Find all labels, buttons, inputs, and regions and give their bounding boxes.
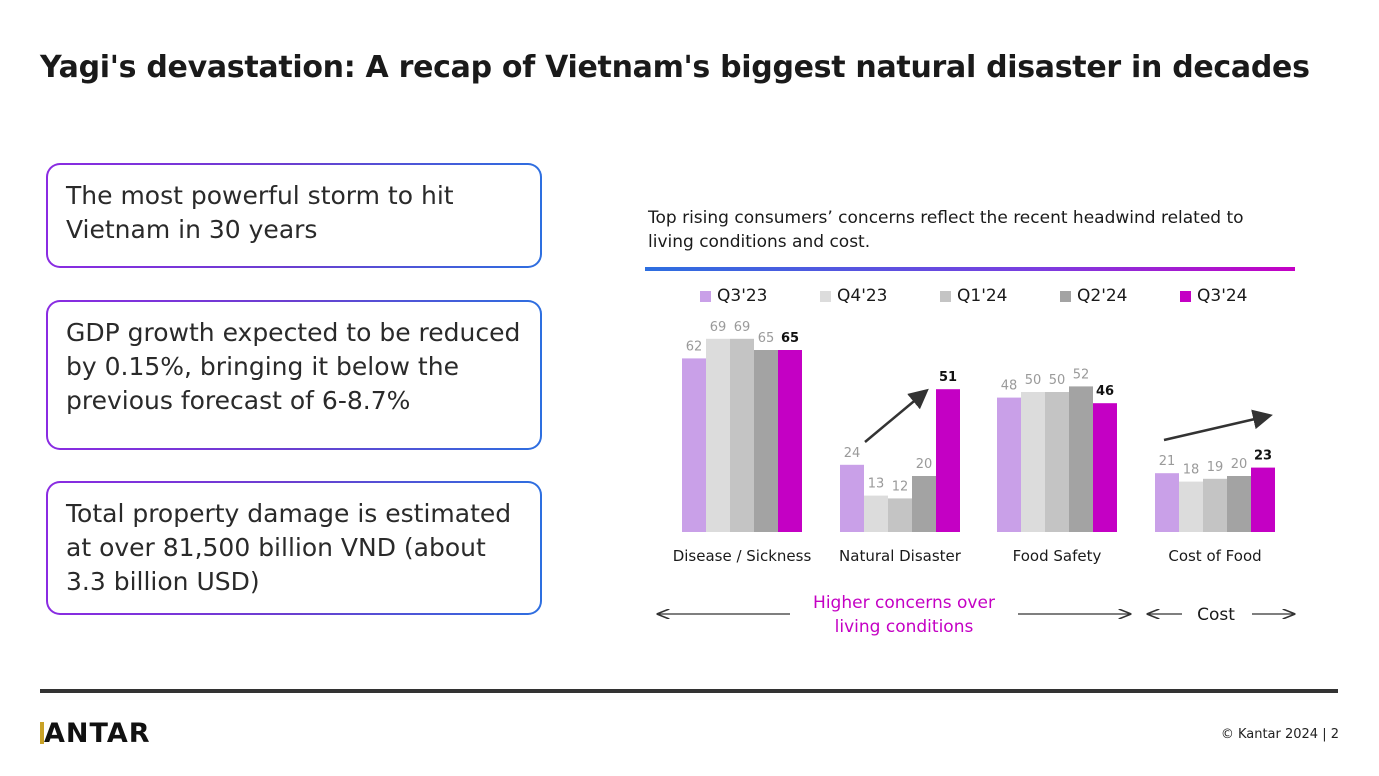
data-label: 65	[781, 331, 799, 346]
bar	[912, 476, 936, 532]
fact-card-damage: Total property damage is estimated at ov…	[46, 481, 542, 615]
fact-card-storm: The most powerful storm to hit Vietnam i…	[46, 163, 542, 268]
data-label: 50	[1049, 373, 1066, 388]
data-label: 13	[868, 477, 885, 492]
bar	[778, 350, 802, 532]
bar	[1093, 403, 1117, 532]
data-label: 23	[1254, 449, 1272, 464]
legend-item: Q3'24	[1180, 286, 1248, 306]
legend-label: Q4'23	[837, 286, 888, 306]
legend-label: Q3'23	[717, 286, 768, 306]
data-label: 65	[758, 331, 775, 346]
bar	[840, 464, 864, 532]
trend-arrow	[1163, 409, 1273, 442]
kantar-logo: ANTAR	[40, 718, 151, 749]
subtitle-gradient-rule	[645, 267, 1295, 271]
legend-swatch	[940, 290, 951, 302]
bar	[754, 350, 778, 532]
bar	[936, 389, 960, 532]
data-label: 48	[1001, 379, 1018, 394]
legend-swatch	[700, 290, 711, 302]
data-label: 46	[1096, 384, 1114, 399]
category-label: Cost of Food	[1168, 547, 1261, 565]
bar	[1251, 467, 1275, 532]
category-label: Food Safety	[1013, 547, 1102, 565]
bar	[1227, 476, 1251, 532]
legend-item: Q2'24	[1060, 286, 1128, 306]
logo-text: ANTAR	[44, 718, 151, 749]
legend-label: Q3'24	[1197, 286, 1248, 306]
footer-divider	[40, 689, 1338, 693]
bar	[1203, 478, 1227, 532]
bar	[1155, 473, 1179, 532]
data-label: 19	[1207, 460, 1224, 475]
fact-card-text: Total property damage is estimated at ov…	[48, 483, 540, 613]
legend-item: Q3'23	[700, 286, 768, 306]
data-label: 20	[916, 457, 933, 472]
data-label: 18	[1183, 463, 1200, 478]
trend-arrow	[864, 388, 929, 443]
copyright-text: © Kantar 2024 | 2	[1220, 727, 1339, 742]
legend-item: Q1'24	[940, 286, 1008, 306]
bar-chart: 62 69 69 65 65 Disease / Sickness 24 13 12 20 51 Na…	[640, 320, 1320, 637]
data-label: 21	[1159, 454, 1176, 469]
legend-swatch	[1180, 290, 1191, 302]
annotation-label: Cost	[1197, 605, 1235, 625]
data-label: 24	[844, 446, 861, 461]
chart-subtitle: Top rising consumers’ concerns reflect t…	[648, 208, 1244, 252]
data-label: 62	[686, 339, 703, 354]
category-label: Disease / Sickness	[673, 547, 812, 565]
legend-swatch	[820, 290, 831, 302]
bar	[1179, 481, 1203, 532]
fact-card-gdp: GDP growth expected to be reduced by 0.1…	[46, 300, 542, 450]
fact-card-text: GDP growth expected to be reduced by 0.1…	[48, 302, 540, 448]
data-label: 52	[1073, 367, 1090, 382]
bar	[888, 498, 912, 532]
legend-label: Q1'24	[957, 286, 1008, 306]
bar	[706, 338, 730, 532]
fact-card-text: The most powerful storm to hit Vietnam i…	[48, 165, 540, 266]
data-label: 69	[734, 320, 751, 335]
page-title: Yagi's devastation: A recap of Vietnam's…	[40, 50, 1310, 85]
data-label: 12	[892, 479, 909, 494]
data-label: 51	[939, 370, 957, 385]
bar	[1045, 392, 1069, 532]
bar	[1069, 386, 1093, 532]
category-label: Natural Disaster	[839, 547, 962, 565]
bar	[997, 397, 1021, 532]
data-label: 50	[1025, 373, 1042, 388]
annotation-label: Higher concerns over living conditions	[813, 593, 995, 637]
bar	[682, 358, 706, 532]
legend-label: Q2'24	[1077, 286, 1128, 306]
legend-item: Q4'23	[820, 286, 888, 306]
bar	[730, 338, 754, 532]
data-label: 69	[710, 320, 727, 335]
bar	[864, 495, 888, 532]
bar	[1021, 392, 1045, 532]
data-label: 20	[1231, 457, 1248, 472]
legend-swatch	[1060, 290, 1071, 302]
